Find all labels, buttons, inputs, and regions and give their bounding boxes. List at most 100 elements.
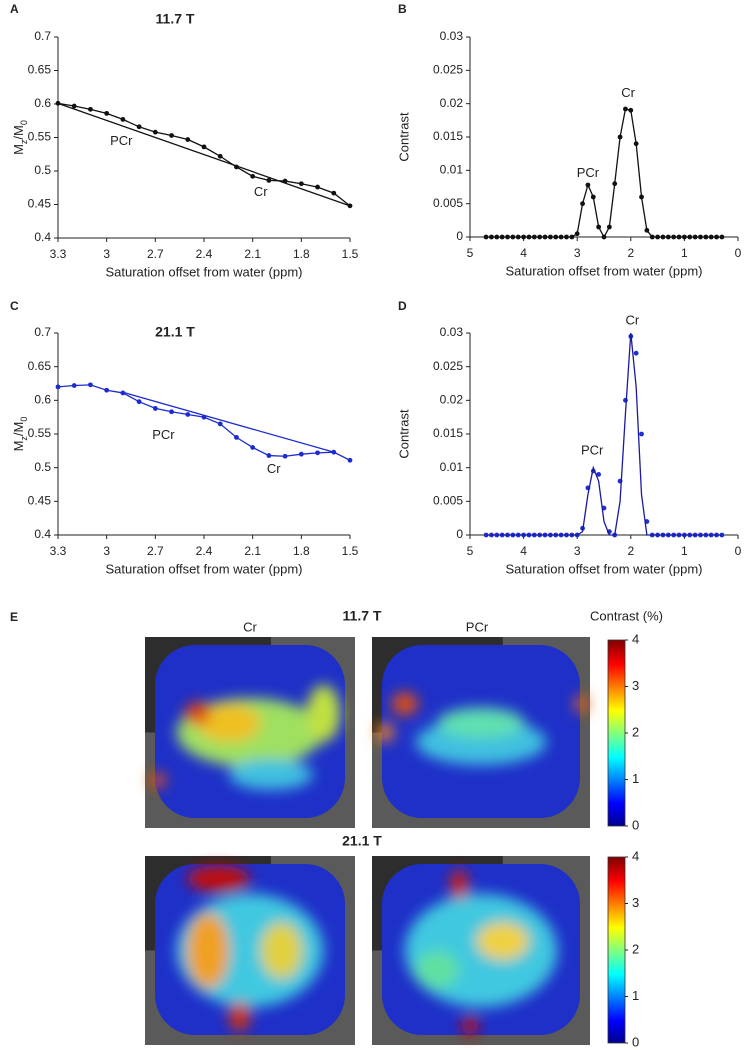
data-point <box>526 234 532 240</box>
x-tick-label: 2.7 <box>147 247 164 261</box>
row-title: 11.7 T <box>343 608 382 624</box>
map-blob <box>229 1001 250 1032</box>
x-tick-label: 2 <box>627 246 634 260</box>
data-point <box>649 234 655 240</box>
map-blob <box>149 772 167 788</box>
annotation: Cr <box>254 184 268 199</box>
data-point <box>628 107 634 113</box>
map-image <box>372 637 590 828</box>
data-point <box>88 106 93 112</box>
y-tick-label: 0.65 <box>28 359 52 373</box>
data-point <box>692 234 698 240</box>
data-point <box>315 184 320 190</box>
data-point <box>633 350 639 356</box>
colorbar-tick-label: 3 <box>632 678 639 693</box>
data-point <box>655 234 660 240</box>
data-point <box>315 450 320 456</box>
map-blob <box>187 912 229 989</box>
map-blobs <box>376 692 588 765</box>
data-point <box>104 387 110 393</box>
data-point <box>55 384 61 390</box>
map-blob <box>260 922 303 979</box>
data-point <box>71 383 77 388</box>
y-tick-label: 0.005 <box>433 196 463 210</box>
y-tick-label: 0.6 <box>34 393 51 407</box>
map-blobs <box>176 865 324 1032</box>
colorbar-tick-label: 1 <box>632 988 639 1003</box>
y-tick-label: 0.4 <box>34 527 51 541</box>
data-point <box>617 134 623 140</box>
y-tick-label: 0.01 <box>440 163 464 177</box>
map-blob <box>184 701 211 725</box>
data-point <box>665 234 671 240</box>
data-point <box>644 227 650 233</box>
y-tick-label: 0.65 <box>28 63 52 77</box>
data-point <box>201 144 207 150</box>
y-tick-label: 0.025 <box>433 359 463 373</box>
data-point <box>185 137 191 142</box>
x-tick-label: 1 <box>681 544 688 558</box>
data-point <box>639 194 644 200</box>
y-tick-label: 0 <box>456 527 463 541</box>
data-point <box>347 457 353 463</box>
x-tick-label: 2 <box>627 544 634 558</box>
data-point <box>298 451 304 457</box>
x-tick-label: 0 <box>735 246 742 260</box>
x-axis-label: Saturation offset from water (ppm) <box>105 561 302 576</box>
panel-label: C <box>10 299 19 313</box>
colorbar-tick-label: 0 <box>632 817 639 832</box>
data-point <box>585 182 591 188</box>
annotation: PCr <box>581 442 604 457</box>
colorbar-tick-label: 4 <box>632 848 639 863</box>
data-point <box>120 117 126 122</box>
y-tick-label: 0.005 <box>433 494 463 508</box>
data-point <box>298 181 304 187</box>
colorbar <box>607 639 626 827</box>
colorbar <box>607 856 626 1044</box>
data-point <box>234 434 239 440</box>
annotation: Cr <box>267 461 281 476</box>
x-tick-label: 2.7 <box>147 544 164 558</box>
annotation: PCr <box>152 427 175 442</box>
map-blob <box>437 707 525 739</box>
data-point <box>217 153 223 159</box>
x-tick-label: 5 <box>467 544 474 558</box>
annotation: Cr <box>626 312 640 327</box>
data-point <box>574 231 580 237</box>
data-point <box>489 234 494 240</box>
y-tick-label: 0.015 <box>433 426 463 440</box>
data-point <box>104 110 110 116</box>
data-point <box>169 133 174 138</box>
y-axis-label-part: 0 <box>19 120 29 125</box>
y-tick-label: 0.025 <box>433 63 463 77</box>
data-point <box>590 194 596 200</box>
x-tick-label: 2.1 <box>244 247 261 261</box>
map-blob <box>461 1016 479 1036</box>
data-point <box>564 234 569 240</box>
colorbar-tick-label: 2 <box>632 941 639 956</box>
data-point <box>569 234 575 240</box>
data-point <box>719 234 725 240</box>
data-point <box>521 234 526 240</box>
data-point <box>687 234 693 240</box>
chart-title: 11.7 T <box>156 11 195 27</box>
data-point <box>250 445 256 450</box>
data-point <box>623 106 628 112</box>
data-point <box>612 181 618 187</box>
annotation: PCr <box>110 133 133 148</box>
y-axis-label: Mz/M0 <box>11 417 29 452</box>
data-point <box>676 234 682 240</box>
y-tick-label: 0.02 <box>440 96 464 110</box>
data-point <box>510 234 516 240</box>
y-tick-label: 0.01 <box>440 460 464 474</box>
x-tick-label: 3.3 <box>50 544 67 558</box>
data-point <box>71 103 77 109</box>
x-tick-label: 3 <box>574 544 581 558</box>
y-axis-label-part: 0 <box>19 417 29 422</box>
data-point <box>331 190 337 196</box>
y-axis-label-part: z <box>19 436 29 441</box>
series-line <box>486 332 722 536</box>
data-point <box>553 234 559 240</box>
y-tick-label: 0.55 <box>28 426 52 440</box>
data-point <box>580 201 585 207</box>
